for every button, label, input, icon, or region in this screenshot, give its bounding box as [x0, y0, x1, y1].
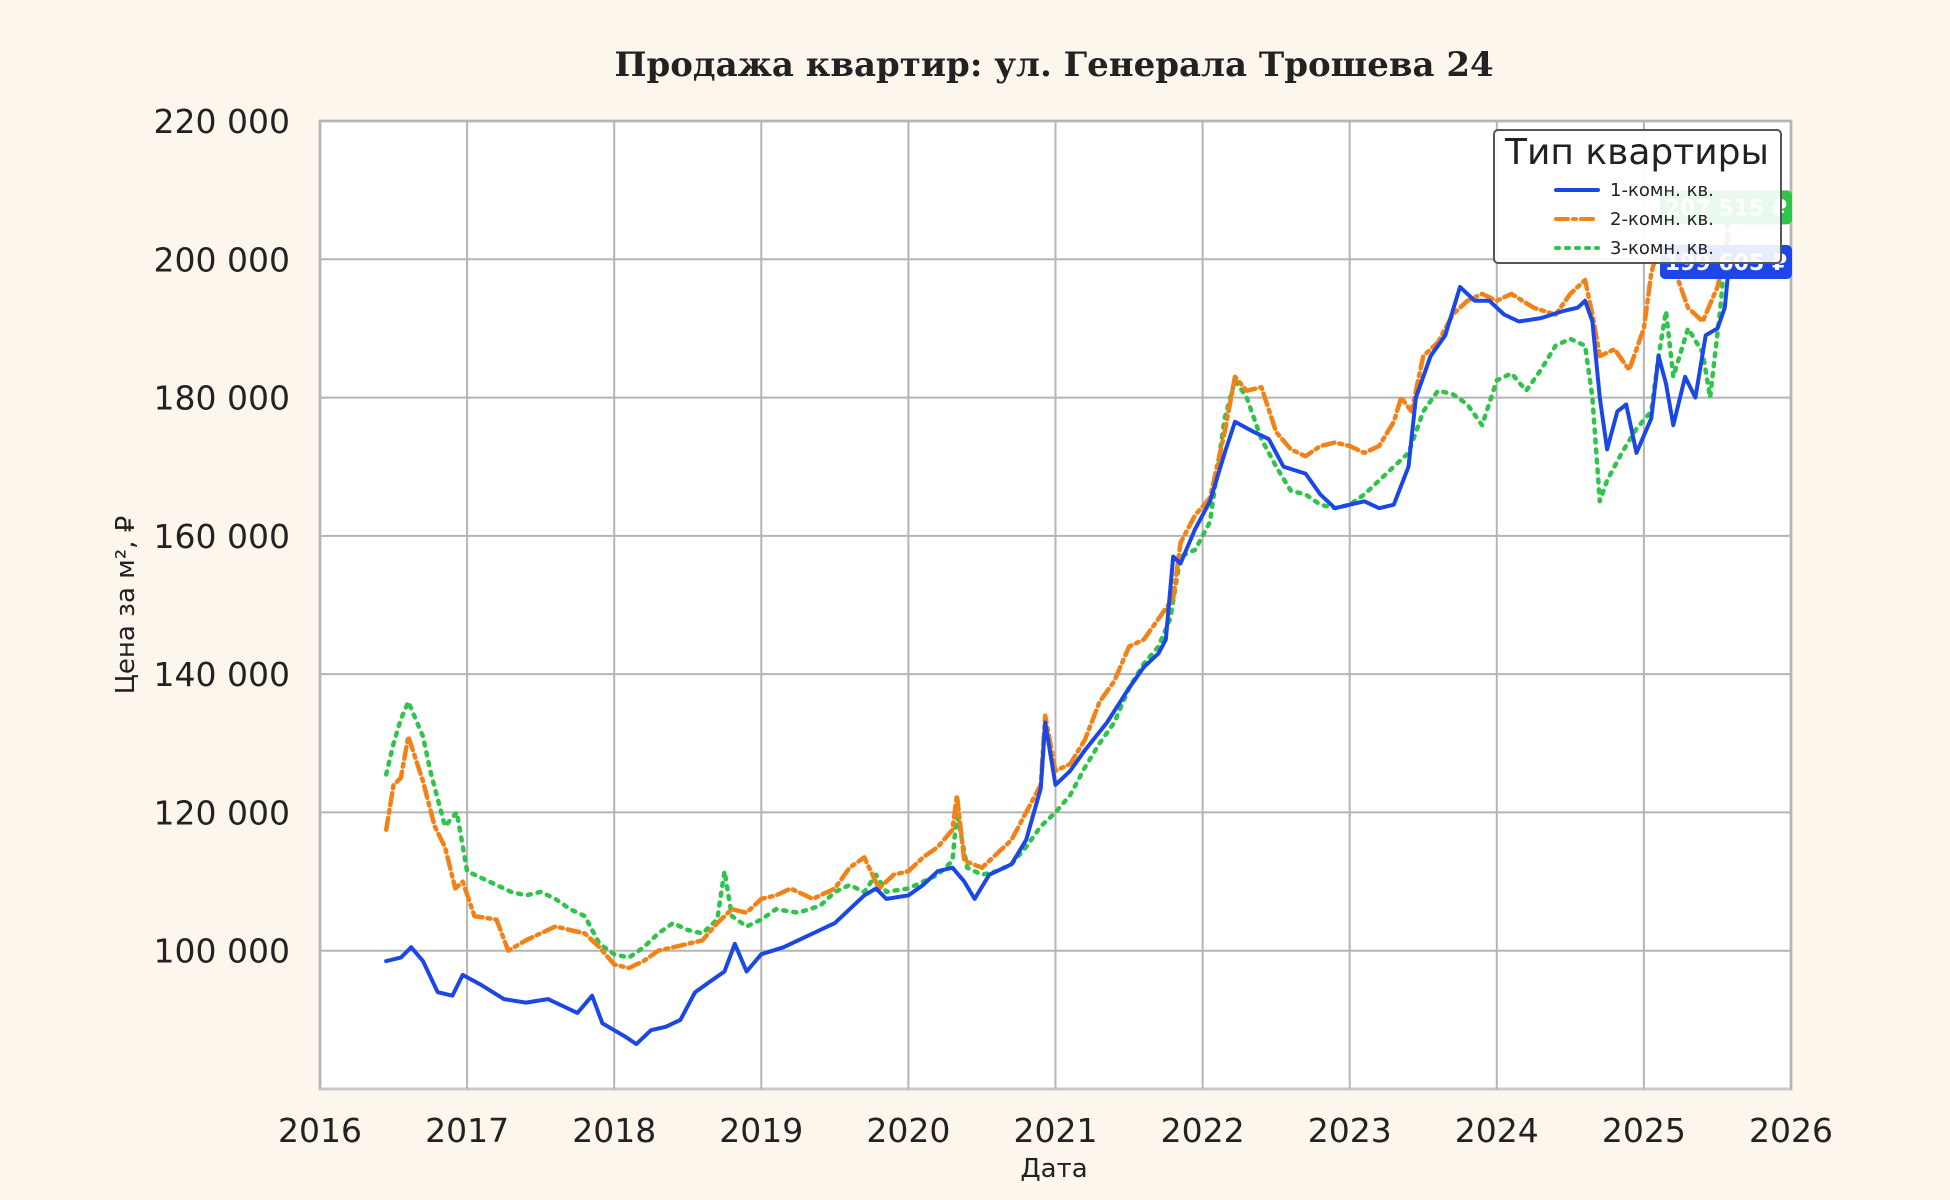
series-line-1: [384, 260, 1732, 1047]
legend-box: [1493, 129, 1782, 264]
x-tick-label: 2018: [572, 1111, 656, 1150]
y-tick-label: 120 000: [154, 793, 290, 832]
y-tick-label: 160 000: [154, 517, 290, 556]
series-line-2: [383, 232, 1732, 971]
x-tick-label: 2024: [1455, 1111, 1539, 1150]
chart-title: Продажа квартир: ул. Генерала Трошева 24: [614, 45, 1493, 85]
y-tick-label: 140 000: [154, 655, 290, 694]
y-tick-label: 200 000: [154, 240, 290, 279]
plot-area: [318, 119, 1793, 1091]
gridlines: [319, 120, 1792, 1089]
x-tick-label: 2021: [1014, 1111, 1098, 1150]
legend-label-1: 1-комн. кв.: [1610, 180, 1714, 201]
y-tick-labels: 220 000 200 000 180 000 160 000 140 000 120 0…: [154, 102, 290, 971]
legend-label-3: 3-комн. кв.: [1610, 238, 1714, 259]
x-tick-label: 2026: [1749, 1111, 1833, 1150]
x-tick-label: 2022: [1161, 1111, 1245, 1150]
y-axis-label: Цена за м², ₽: [111, 516, 141, 695]
x-tick-label: 2025: [1602, 1111, 1686, 1150]
legend-items: 1-комн. кв. 2-комн. кв. 3-комн. кв.: [1554, 180, 1714, 259]
x-axis-label: Дата: [1020, 1154, 1087, 1184]
y-tick-label: 100 000: [154, 932, 290, 971]
y-tick-label: 180 000: [154, 379, 290, 418]
legend: Тип квартиры 1-комн. кв. 2-комн. кв. 3-ком…: [1493, 129, 1782, 264]
legend-label-2: 2-комн. кв.: [1610, 209, 1714, 230]
y-tick-label: 220 000: [154, 102, 290, 141]
x-tick-label: 2016: [278, 1111, 362, 1150]
x-tick-labels: 2016 2017 2018 2019 2020 2021 2022 2023 2024 2025…: [278, 1111, 1833, 1150]
series-line-3: [383, 205, 1732, 960]
x-tick-label: 2023: [1308, 1111, 1392, 1150]
x-tick-label: 2019: [719, 1111, 803, 1150]
legend-title: Тип квартиры: [1504, 132, 1769, 173]
x-tick-label: 2020: [866, 1111, 950, 1150]
x-tick-label: 2017: [425, 1111, 509, 1150]
series-layer: [383, 205, 1732, 1047]
